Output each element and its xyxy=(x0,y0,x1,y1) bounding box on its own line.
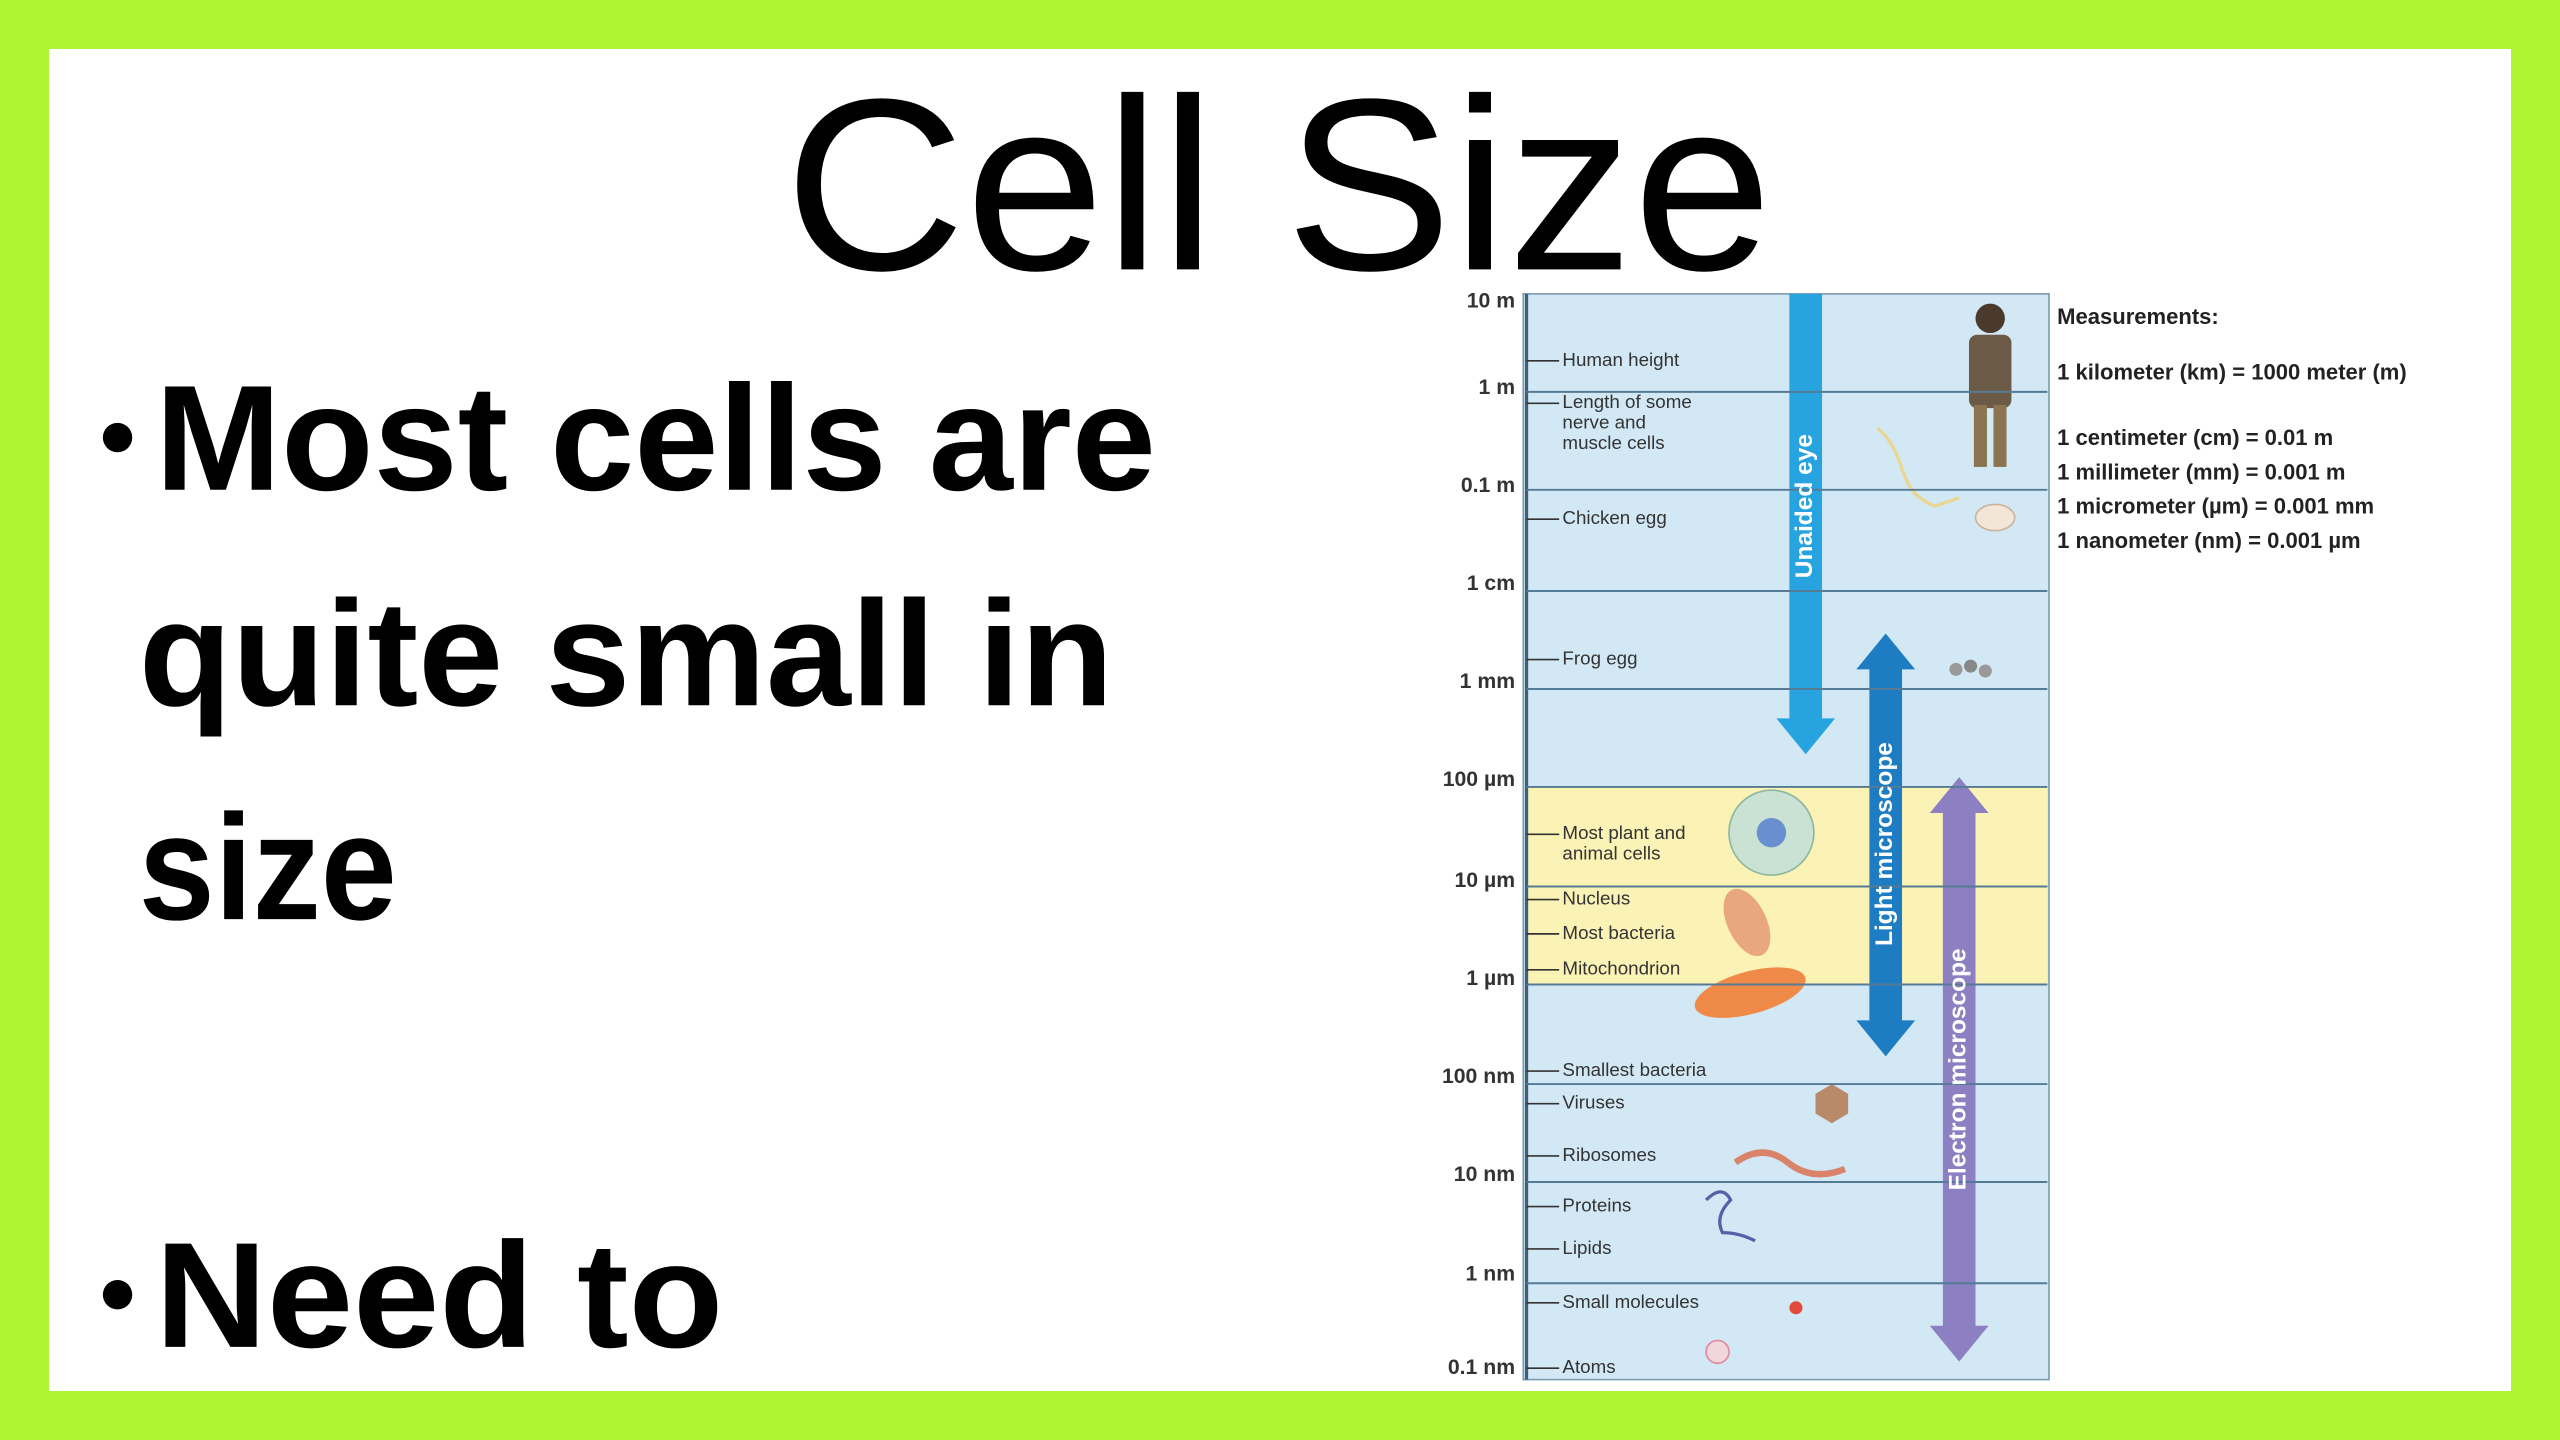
measurements-title: Measurements: xyxy=(2057,304,2219,329)
light-microscope-arrow xyxy=(1856,633,1916,1057)
electron-microscope-arrow xyxy=(1929,777,1989,1362)
bacteria-illustration xyxy=(1723,888,1771,957)
scale-label: 10 µm xyxy=(1455,869,1516,892)
arrow-label: Electron microscope xyxy=(1945,948,1972,1190)
bullet-line: Most cells are xyxy=(155,354,1156,522)
protein-illustration xyxy=(1704,1190,1756,1243)
scale-label: 10 nm xyxy=(1454,1163,1515,1186)
item-label: Ribosomes xyxy=(1562,1144,1656,1165)
measurement-line: 1 kilometer (km) = 1000 meter (m) xyxy=(2057,360,2407,385)
measurement-line: 1 micrometer (µm) = 0.001 mm xyxy=(2057,494,2374,519)
bullet-line: Need to xyxy=(155,1211,723,1379)
slide-title: Cell Size xyxy=(784,47,1772,321)
molecule-illustration xyxy=(1789,1301,1803,1315)
item-label: Viruses xyxy=(1562,1092,1624,1113)
scale-label: 1 cm xyxy=(1467,572,1515,595)
item-label: Frog egg xyxy=(1562,648,1637,669)
item-label: Lipids xyxy=(1562,1237,1611,1258)
scale-label: 1 nm xyxy=(1466,1263,1516,1286)
person-illustration xyxy=(1968,303,2012,467)
scale-label: 0.1 m xyxy=(1461,474,1515,497)
chicken-egg xyxy=(1974,503,2016,532)
bullet-dot xyxy=(102,1280,133,1310)
bullet-dot xyxy=(102,422,133,453)
item-label: Atoms xyxy=(1562,1356,1615,1377)
measurement-line: 1 millimeter (mm) = 0.001 m xyxy=(2057,459,2345,484)
measurement-line: 1 nanometer (nm) = 0.001 µm xyxy=(2057,528,2361,553)
scale-label: 1 µm xyxy=(1466,967,1515,990)
item-label: Nucleus xyxy=(1562,888,1630,909)
arrow-label: Light microscope xyxy=(1871,742,1898,946)
item-label: Human height xyxy=(1562,349,1680,370)
item-label: Small molecules xyxy=(1562,1291,1699,1312)
item-label: Chicken egg xyxy=(1562,507,1666,528)
item-label: nerve and xyxy=(1562,412,1645,433)
item-label: Smallest bacteria xyxy=(1562,1059,1706,1080)
virus-illustration xyxy=(1815,1084,1849,1124)
arrow-label: Unaided eye xyxy=(1791,434,1818,578)
item-label: Most bacteria xyxy=(1562,922,1675,943)
bullet-line: quite small in xyxy=(139,569,1114,737)
scale-label: 0.1 nm xyxy=(1448,1356,1515,1379)
nerve-cell xyxy=(1876,426,1960,508)
item-label: animal cells xyxy=(1562,843,1660,864)
nucleus-illustration xyxy=(1756,817,1787,848)
frog-eggs xyxy=(1949,659,1992,678)
item-label: Length of some xyxy=(1562,391,1691,412)
item-label: Proteins xyxy=(1562,1194,1631,1215)
scale-label: 1 mm xyxy=(1460,670,1515,693)
scale-label: 1 m xyxy=(1479,376,1516,399)
item-label: muscle cells xyxy=(1562,432,1664,453)
scale-label: 100 µm xyxy=(1443,768,1515,791)
ribosome-illustration xyxy=(1733,1149,1847,1178)
scale-label: 10 m xyxy=(1467,290,1515,313)
item-label: Most plant and xyxy=(1562,822,1685,843)
atom-illustration xyxy=(1705,1339,1730,1365)
slide-body xyxy=(48,48,2512,1392)
mitochondrion-illustration xyxy=(1694,967,1806,1018)
item-label: Mitochondrion xyxy=(1562,958,1680,979)
scale-label: 100 nm xyxy=(1442,1065,1515,1088)
unaided-eye-arrow xyxy=(1776,293,1836,755)
measurement-line: 1 centimeter (cm) = 0.01 m xyxy=(2057,425,2333,450)
bullet-line: size xyxy=(139,783,397,951)
